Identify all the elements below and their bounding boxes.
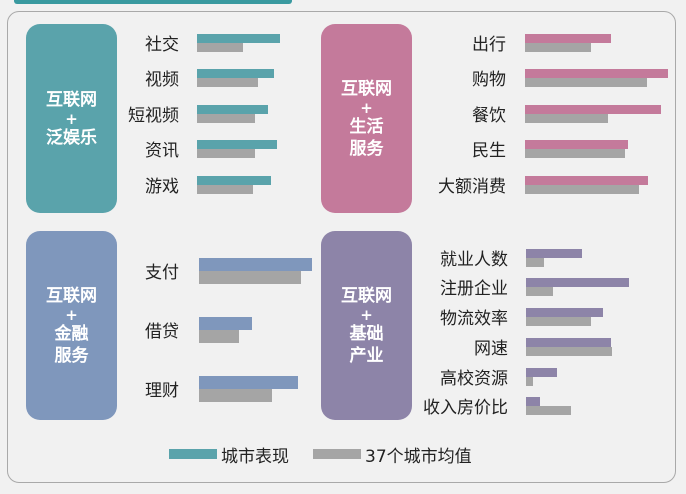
panel-line3: 产业 [349, 345, 384, 366]
legend-avg: 37个城市均值 [313, 442, 472, 467]
bar-city [526, 249, 582, 258]
panel-line1: 互联网 [46, 285, 97, 306]
bar-city [199, 258, 312, 271]
bar-avg [525, 114, 608, 123]
bar-avg [525, 43, 591, 52]
panel-line2: 基础 [349, 323, 384, 344]
bar-city [525, 69, 668, 78]
panel-plus: + [360, 98, 373, 117]
bar-avg [526, 406, 571, 415]
category-label: 视频 [145, 70, 179, 90]
bar-city [526, 278, 629, 287]
category-label: 物流效率 [440, 309, 508, 329]
legend-swatch-avg [313, 449, 361, 459]
bar-city [526, 368, 557, 377]
bar-avg [526, 347, 612, 356]
bar-city [525, 140, 628, 149]
panel-line3: 服务 [54, 345, 89, 366]
category-label: 出行 [472, 35, 506, 55]
bar-city [199, 376, 298, 389]
category-label: 支付 [145, 263, 179, 283]
bar-avg [197, 185, 253, 194]
panel-plus: + [65, 109, 78, 128]
category-label: 大额消费 [438, 177, 506, 197]
panel-line1: 互联网 [341, 78, 392, 99]
panel-plus: + [65, 305, 78, 324]
bar-avg [197, 149, 255, 158]
bar-avg [525, 78, 647, 87]
bar-avg [197, 78, 258, 87]
bar-city [197, 34, 280, 43]
category-label: 注册企业 [440, 279, 508, 299]
category-label: 理财 [145, 381, 179, 401]
category-label: 资讯 [145, 141, 179, 161]
category-label: 就业人数 [440, 250, 508, 270]
bar-avg [197, 43, 243, 52]
legend: 城市表现 [169, 442, 289, 467]
legend-swatch-city [169, 449, 217, 459]
legend-label-city: 城市表现 [221, 446, 289, 467]
bar-avg [526, 258, 544, 267]
bar-avg [526, 317, 591, 326]
panel-line1: 互联网 [341, 285, 392, 306]
top-accent-bar [14, 0, 292, 4]
bar-city [525, 176, 648, 185]
category-label: 购物 [472, 70, 506, 90]
bar-city [525, 105, 661, 114]
legend-label-avg: 37个城市均值 [365, 446, 472, 467]
bar-avg [526, 287, 553, 296]
bar-avg [197, 114, 255, 123]
bar-avg [525, 149, 625, 158]
bar-city [197, 140, 277, 149]
panel-life-label: 互联网 + 生活 服务 [321, 24, 412, 213]
category-label: 收入房价比 [423, 398, 508, 418]
panel-line1: 互联网 [46, 89, 97, 110]
panel-line2: 生活 [349, 116, 384, 137]
top-strip [0, 0, 686, 4]
panel-line2: 金融 [54, 323, 89, 344]
bar-city [197, 176, 271, 185]
bar-city [197, 105, 268, 114]
bar-city [525, 34, 611, 43]
category-label: 借贷 [145, 322, 179, 342]
bar-city [199, 317, 252, 330]
category-label: 游戏 [145, 177, 179, 197]
bar-avg [199, 389, 272, 402]
bar-avg [199, 330, 239, 343]
panel-infra-label: 互联网 + 基础 产业 [321, 231, 412, 420]
category-label: 高校资源 [440, 369, 508, 389]
panel-plus: + [360, 305, 373, 324]
panel-finance-label: 互联网 + 金融 服务 [26, 231, 117, 420]
bar-city [526, 338, 611, 347]
bar-city [526, 308, 603, 317]
panel-entertainment-label: 互联网 + 泛娱乐 [26, 24, 117, 213]
bar-city [526, 397, 540, 406]
bar-avg [526, 377, 533, 386]
category-label: 社交 [145, 35, 179, 55]
bar-city [197, 69, 274, 78]
bar-avg [199, 271, 301, 284]
bar-avg [525, 185, 639, 194]
category-label: 餐饮 [472, 106, 506, 126]
panel-line3: 服务 [349, 138, 384, 159]
category-label: 民生 [472, 141, 506, 161]
category-label: 短视频 [128, 106, 179, 126]
category-label: 网速 [474, 339, 508, 359]
panel-line2: 泛娱乐 [46, 127, 97, 148]
